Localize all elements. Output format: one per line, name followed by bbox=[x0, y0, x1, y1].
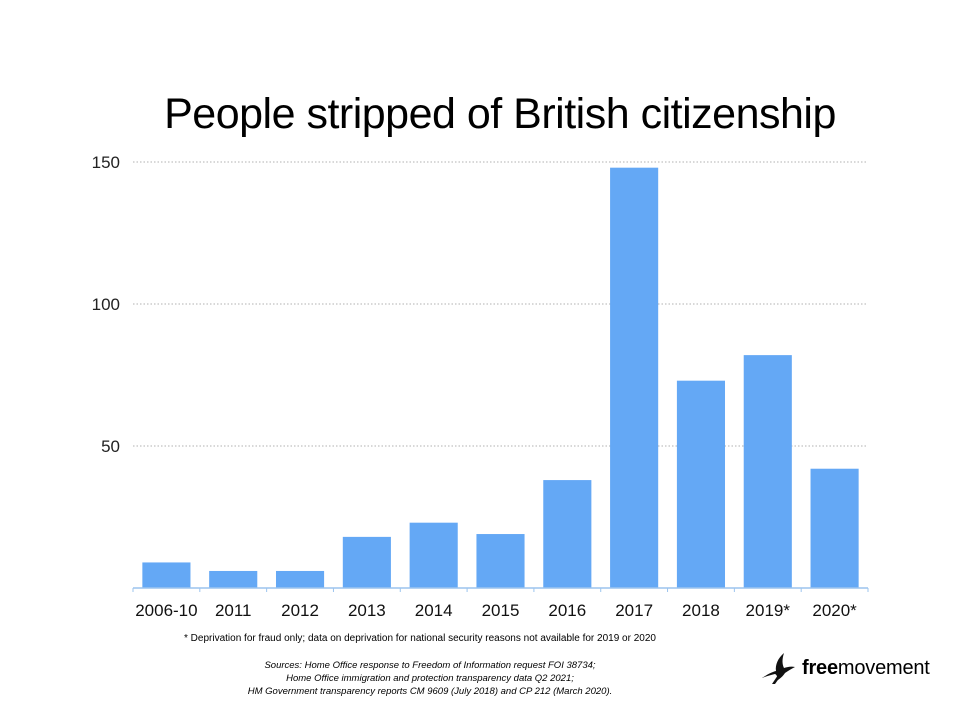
freemovement-logo: freemovement bbox=[760, 648, 930, 688]
bar bbox=[342, 536, 391, 588]
chart-title: People stripped of British citizenship bbox=[164, 90, 836, 138]
y-tick-label: 100 bbox=[92, 295, 120, 314]
x-tick-label: 2019* bbox=[746, 601, 791, 620]
bar bbox=[676, 380, 726, 588]
x-tick-label: 2015 bbox=[482, 601, 520, 620]
bars bbox=[142, 167, 859, 588]
logo-text-bold: free bbox=[802, 656, 838, 679]
bar bbox=[142, 562, 191, 588]
x-axis bbox=[132, 587, 869, 592]
footnote: * Deprivation for fraud only; data on de… bbox=[184, 633, 656, 644]
x-tick-label: 2016 bbox=[548, 601, 586, 620]
bird-icon bbox=[762, 653, 795, 684]
y-axis-ticks: 50 100 150 bbox=[92, 153, 120, 456]
logo-text: freemovement bbox=[802, 657, 930, 680]
bar bbox=[743, 355, 792, 588]
y-tick-label: 150 bbox=[92, 153, 120, 172]
x-tick-label: 2012 bbox=[281, 601, 319, 620]
x-axis-ticks: 2006-10 2011 2012 2013 2014 2015 2016 2017 2018 2… bbox=[135, 601, 857, 620]
x-tick-label: 2014 bbox=[415, 601, 453, 620]
source-line: Home Office immigration and protection t… bbox=[286, 673, 574, 684]
x-tick-label: 2017 bbox=[615, 601, 653, 620]
x-tick-label: 2013 bbox=[348, 601, 386, 620]
x-tick-label: 2020* bbox=[812, 601, 857, 620]
bar bbox=[543, 480, 592, 588]
bar bbox=[610, 167, 659, 588]
x-tick-label: 2018 bbox=[682, 601, 720, 620]
sources: Sources: Home Office response to Freedom… bbox=[0, 659, 860, 698]
source-line: HM Government transparency reports CM 96… bbox=[247, 686, 613, 697]
bar bbox=[476, 534, 525, 588]
bar bbox=[275, 570, 325, 588]
x-tick-label: 2006-10 bbox=[135, 601, 197, 620]
bar-chart: 50 100 150 2006-10 2011 2012 2013 2014 2015 2016… bbox=[92, 153, 869, 620]
bar bbox=[409, 522, 458, 588]
source-line: Sources: Home Office response to Freedom… bbox=[264, 660, 596, 671]
logo-text-regular: movement bbox=[837, 656, 930, 679]
x-tick-label: 2011 bbox=[215, 601, 252, 620]
bar bbox=[810, 468, 859, 588]
y-tick-label: 50 bbox=[101, 437, 120, 456]
bar bbox=[209, 570, 258, 588]
